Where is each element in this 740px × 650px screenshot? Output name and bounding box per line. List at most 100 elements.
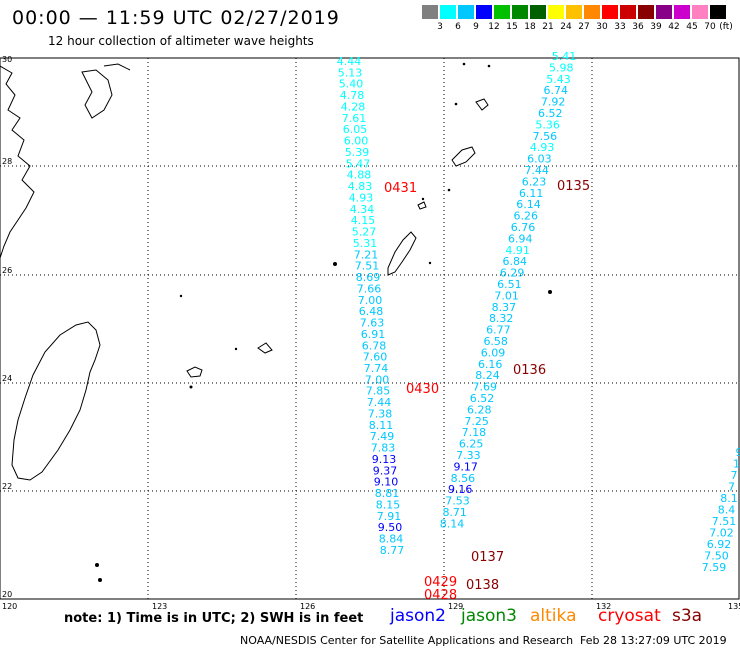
wave-height-value: 4.93 [530,141,555,154]
latitude-label: 22 [2,482,12,491]
wave-height-value: 6.84 [503,255,528,268]
longitude-label: 120 [2,602,17,611]
wave-height-value: 7.18 [462,426,487,439]
wave-height-value: 7.83 [371,442,396,455]
wave-height-value: 9.50 [378,521,403,534]
wave-height-value: 8.37 [492,301,517,314]
wave-height-value: 7.44 [524,164,549,177]
wave-height-value: 7.33 [456,449,481,462]
longitude-label: 126 [300,602,315,611]
wave-height-value: 6.11 [519,187,544,200]
longitude-label: 132 [596,602,611,611]
wave-height-value: 7.00 [358,294,383,307]
colorbar-swatch [548,5,564,19]
china-coast [0,65,35,259]
wave-height-value: 6.28 [467,403,492,416]
wave-height-value: 6.14 [516,198,541,211]
wave-height-value: 8.81 [375,487,400,500]
wave-height-value: 5.98 [549,61,574,74]
wave-height-value: 4.88 [347,169,372,182]
wave-height-value: 9.10 [374,476,399,489]
pass-time-label: 0429 [424,575,457,590]
colorbar-swatch [656,5,672,19]
wave-height-value: 7.63 [360,317,385,330]
satellite-legend-jason2: jason2 [390,606,446,626]
colorbar-tick-label: 21 [542,22,554,32]
okinawa-island [387,231,417,276]
colorbar-swatch [422,5,438,19]
wave-height-value: 8.32 [489,312,514,325]
wave-height-value: 7.49 [370,430,395,443]
wave-height-value: 5.27 [352,226,377,239]
wave-height-value: 6.05 [343,123,368,136]
wave-height-value: 7.50 [704,550,729,563]
wave-height-value: 6.09 [481,346,506,359]
wave-height-value: 4.91 [505,244,530,257]
wave-height-value: 4.78 [340,89,365,102]
pass-time-label: 0431 [384,181,417,196]
wave-height-value: 7.44 [367,396,392,409]
longitude-label: 129 [448,602,463,611]
colorbar-tick-label: 9 [473,22,479,32]
wave-height-value: 7.02 [709,527,734,540]
wave-height-value: 9 [736,446,740,459]
wave-height-value: 7.85 [366,385,391,398]
credit-line: NOAA/NESDIS Center for Satellite Applica… [240,634,574,647]
wave-height-value: 8.4 [718,504,736,517]
wave-height-value: 7.38 [368,408,393,421]
wave-height-value: 6.51 [497,278,522,291]
satellite-legend-cryosat: cryosat [598,606,661,626]
pass-time-label: 0430 [406,382,439,397]
wave-height-value: 7.60 [363,351,388,364]
wave-height-value: 9.37 [373,464,398,477]
longitude-label: 135 [728,602,740,611]
generated-timestamp: Feb 28 13:27:09 UTC 2019 [580,634,727,647]
map-title: 00:00 — 11:59 UTC 02/27/2019 [12,7,340,29]
wave-height-value: 6.78 [362,339,387,352]
wave-height-value: 4.34 [350,203,375,216]
wave-height-value: 6.76 [511,221,536,234]
latitude-label: 24 [2,374,12,383]
wave-height-value: 8.77 [380,544,405,557]
wave-height-value: 4.93 [349,191,374,204]
taiwan-island [11,321,101,481]
ishigaki-island [186,366,203,378]
wave-height-value: 8.24 [475,369,500,382]
wave-height-value: 5.13 [338,66,363,79]
wave-height-value: 9.13 [372,453,397,466]
wave-height-value: 7.21 [354,248,379,261]
wave-height-value: 6.23 [522,175,547,188]
wave-height-value: 7.51 [355,260,380,273]
china-inland-water [81,69,113,119]
wave-height-value: 7.59 [702,561,727,574]
colorbar-swatch [494,5,510,19]
miyako-island [257,342,273,354]
colorbar-tick-label: 27 [578,22,590,32]
wave-height-value: 7 [731,469,738,482]
wave-height-value: 5.40 [339,78,364,91]
colorbar-swatch [602,5,618,19]
satellite-legend-jason3: jason3 [461,606,517,626]
wave-height-value: 7.69 [473,381,498,394]
wave-height-value: 4.44 [337,55,362,68]
colorbar-tick-label: 45 [686,22,698,32]
colorbar-swatch [620,5,636,19]
wave-height-value: 7.25 [464,415,489,428]
colorbar-swatch [692,5,708,19]
latitude-label: 26 [2,266,12,275]
wave-height-value: 8.15 [376,498,401,511]
wave-height-value: 7.91 [377,510,402,523]
pass-time-label: 0137 [471,550,504,565]
wave-height-value: 5.41 [552,50,577,63]
colorbar-swatch [638,5,654,19]
colorbar-unit: (ft) [719,22,733,32]
colorbar-tick-label: 18 [524,22,536,32]
colorbar-swatch [512,5,528,19]
pass-time-label: 0136 [513,363,546,378]
pass-time-label: 0428 [424,588,457,603]
wave-height-value: 8.69 [356,271,381,284]
pass-time-label: 0138 [466,578,499,593]
colorbar-tick-label: 39 [650,22,662,32]
wave-height-value: 6.94 [508,232,533,245]
wave-height-value: 6.52 [470,392,495,405]
